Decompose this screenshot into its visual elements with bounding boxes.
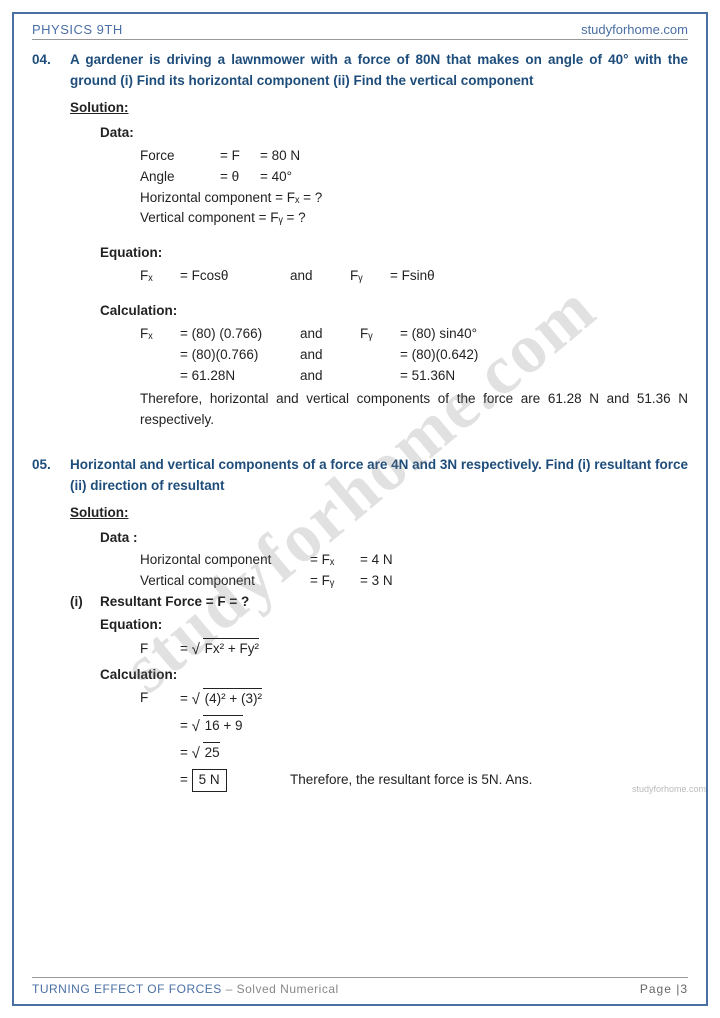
calc-row: F = (4)² + (3)² [140,688,688,710]
question-text: A gardener is driving a lawnmower with a… [70,50,688,92]
header-site: studyforhome.com [581,22,688,37]
data-cell: Horizontal component [140,550,310,571]
small-watermark: studyforhome.com [632,784,706,794]
data-cell: Angle [140,167,220,188]
answer-box: 5 N [192,769,227,792]
calc-row: = (80)(0.766) and = (80)(0.642) [140,345,688,366]
calc-var: F [140,688,180,709]
calc-row: Fₓ = (80) (0.766) and Fᵧ = (80) sin40° [140,324,688,345]
solution-label: Solution: [70,503,688,524]
page-footer: TURNING EFFECT OF FORCES – Solved Numeri… [32,977,688,996]
calc-cell: = 61.28N [180,366,300,387]
question-number: 04. [32,50,70,92]
data-cell: = F [220,146,260,167]
part-row: (i) Resultant Force = F = ? [70,592,688,613]
question-4: 04. A gardener is driving a lawnmower wi… [32,50,688,92]
data-cell: = 80 N [260,146,300,167]
equation-row: F = Fx² + Fy² [140,638,688,660]
calc-cell: = (80) sin40° [400,324,477,345]
sqrt: (4)² + (3)² [203,688,262,710]
equation-row: Fₓ = Fcosθ and Fᵧ = Fsinθ [140,266,688,287]
data-label: Data : [100,528,688,549]
calc-cell: = (80)(0.766) [180,345,300,366]
eq-cell: = Fcosθ [180,266,290,287]
data-cell: = 40° [260,167,292,188]
conclusion-text: Therefore, horizontal and vertical compo… [140,389,688,431]
data-cell: = 4 N [360,550,393,571]
answer-box-wrap: = 5 N [180,769,290,792]
calc-row: = 25 [140,742,688,764]
calc-cell: = (80) (0.766) [180,324,300,345]
eq-var: F [140,639,180,660]
data-cell: Force [140,146,220,167]
calc-cell [360,366,400,387]
calc-cell: Fₓ [140,324,180,345]
data-cell: = Fᵧ [310,571,360,592]
data-row: Horizontal component = Fₓ = 4 N [140,550,688,571]
solution-label: Solution: [70,98,688,119]
calc-rhs: = (4)² + (3)² [180,688,262,710]
data-label: Data: [100,123,688,144]
footer-main: TURNING EFFECT OF FORCES [32,982,222,996]
data-row: Angle = θ = 40° [140,167,688,188]
header-subject: PHYSICS 9TH [32,22,123,37]
page-content: 04. A gardener is driving a lawnmower wi… [32,50,688,792]
solution-5: Solution: Data : Horizontal component = … [70,503,688,792]
calculation-label: Calculation: [100,665,688,686]
page-border: studyforhome.com studyforhome.com PHYSIC… [12,12,708,1006]
equation-label: Equation: [100,243,688,264]
equation-label: Equation: [100,615,688,636]
footer-sub: – Solved Numerical [222,982,339,996]
calc-cell: = (80)(0.642) [400,345,478,366]
calc-cell [360,345,400,366]
answer-text: Therefore, the resultant force is 5N. An… [290,770,532,791]
data-cell: Vertical component [140,571,310,592]
eq-cell: = Fsinθ [390,266,435,287]
part-title: Resultant Force = F = ? [100,592,249,613]
eq-rhs: = Fx² + Fy² [180,638,259,660]
sqrt: 25 [203,742,220,764]
calc-cell [140,366,180,387]
eq-cell: Fᵧ [350,266,390,287]
answer-row: = 5 N Therefore, the resultant force is … [140,769,688,792]
calc-row: = 16 + 9 [140,715,688,737]
part-number: (i) [70,592,100,613]
sqrt: 16 + 9 [203,715,243,737]
data-row: Vertical component = Fᵧ = 3 N [140,571,688,592]
question-text: Horizontal and vertical components of a … [70,455,688,497]
calc-rhs: = 25 [180,742,220,764]
question-number: 05. [32,455,70,497]
sqrt: Fx² + Fy² [203,638,259,660]
calc-cell: and [300,345,360,366]
footer-chapter: TURNING EFFECT OF FORCES – Solved Numeri… [32,982,339,996]
solution-4: Solution: Data: Force = F = 80 N Angle =… [70,98,688,431]
calc-cell: and [300,366,360,387]
question-5: 05. Horizontal and vertical components o… [32,455,688,497]
calc-cell: = 51.36N [400,366,455,387]
data-cell: = 3 N [360,571,393,592]
calc-row: = 61.28N and = 51.36N [140,366,688,387]
eq-cell: and [290,266,350,287]
data-cell: = θ [220,167,260,188]
data-row: Force = F = 80 N [140,146,688,167]
calc-cell: Fᵧ [360,324,400,345]
footer-page: Page |3 [640,982,688,996]
calc-cell [140,345,180,366]
page-header: PHYSICS 9TH studyforhome.com [32,22,688,40]
calculation-label: Calculation: [100,301,688,322]
data-row: Vertical component = Fᵧ = ? [140,208,688,229]
data-cell: = Fₓ [310,550,360,571]
calc-cell: and [300,324,360,345]
eq-cell: Fₓ [140,266,180,287]
calc-rhs: = 16 + 9 [180,715,243,737]
data-row: Horizontal component = Fₓ = ? [140,188,688,209]
